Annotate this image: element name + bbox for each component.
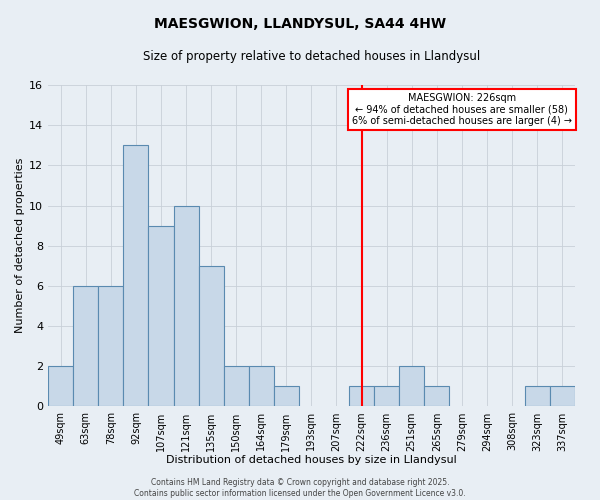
Bar xyxy=(524,386,550,406)
Bar xyxy=(48,366,73,406)
Text: MAESGWION, LLANDYSUL, SA44 4HW: MAESGWION, LLANDYSUL, SA44 4HW xyxy=(154,18,446,32)
Bar xyxy=(374,386,399,406)
Bar xyxy=(224,366,249,406)
Bar xyxy=(424,386,449,406)
Y-axis label: Number of detached properties: Number of detached properties xyxy=(15,158,25,334)
Bar xyxy=(199,266,224,406)
Bar xyxy=(148,226,173,406)
Bar xyxy=(550,386,575,406)
Bar xyxy=(173,206,199,406)
Text: Contains HM Land Registry data © Crown copyright and database right 2025.
Contai: Contains HM Land Registry data © Crown c… xyxy=(134,478,466,498)
Bar xyxy=(98,286,124,406)
Bar xyxy=(73,286,98,406)
Title: Size of property relative to detached houses in Llandysul: Size of property relative to detached ho… xyxy=(143,50,480,63)
Bar xyxy=(349,386,374,406)
Bar xyxy=(249,366,274,406)
X-axis label: Distribution of detached houses by size in Llandysul: Distribution of detached houses by size … xyxy=(166,455,457,465)
Bar xyxy=(124,146,148,406)
Bar xyxy=(399,366,424,406)
Bar xyxy=(274,386,299,406)
Text: MAESGWION: 226sqm
← 94% of detached houses are smaller (58)
6% of semi-detached : MAESGWION: 226sqm ← 94% of detached hous… xyxy=(352,93,572,126)
